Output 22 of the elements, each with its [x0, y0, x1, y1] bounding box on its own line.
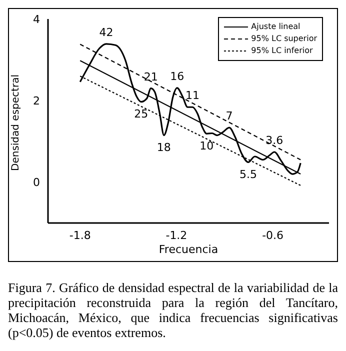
annotation: 42 — [99, 26, 114, 39]
annotation: 7 — [226, 110, 233, 123]
annotation: 3.6 — [266, 134, 284, 148]
annotation: 25 — [134, 108, 148, 121]
y-tick-label: 0 — [33, 176, 40, 190]
legend-label: 95% LC superior — [251, 33, 317, 45]
y-axis-title: Densidad espectral — [10, 74, 22, 171]
annotation: 10 — [200, 139, 214, 152]
x-tick-label: -1.2 — [166, 228, 188, 242]
legend-label: Ajuste lineal — [251, 21, 300, 33]
x-axis-title: Frecuencia — [158, 243, 218, 256]
annotation: 11 — [186, 89, 200, 102]
annotation: 5.5 — [239, 168, 257, 182]
x-tick-label: -0.6 — [262, 228, 284, 242]
y-tick-label: 2 — [33, 94, 40, 108]
annotation: 21 — [144, 70, 158, 84]
x-tick-label: -1.8 — [69, 228, 91, 242]
legend-label: 95% LC inferior — [251, 45, 313, 57]
annotation: 16 — [170, 70, 184, 83]
text: Figura 7. Gráfico de densidad espectral de la variabilidad de la precipitación reconstruida para la región del Tancítaro, Michoacán, México, que indica frecuencias significativas (p<0.05) de eventos extremos. — [8, 280, 338, 340]
annotation: 18 — [156, 141, 171, 154]
y-tick-label: 4 — [33, 12, 40, 26]
